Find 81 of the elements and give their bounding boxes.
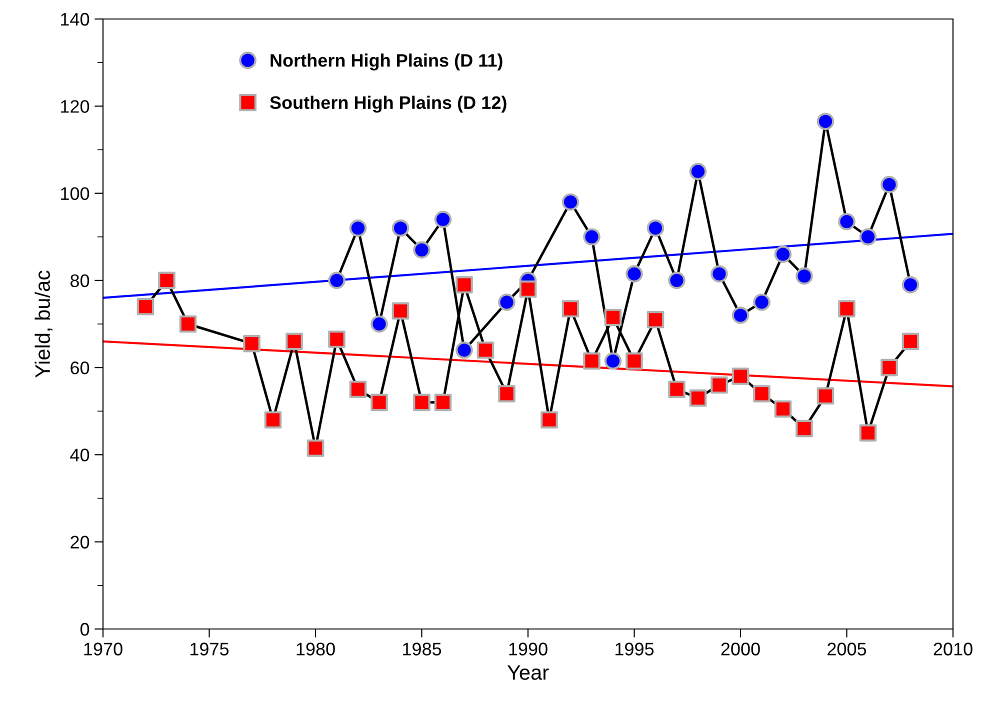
point <box>710 265 728 283</box>
legend-label: Southern High Plains (D 12) <box>270 96 506 113</box>
x-tick-label: 2000 <box>721 642 760 656</box>
point <box>349 219 367 237</box>
point <box>689 389 707 407</box>
point <box>179 315 197 333</box>
legend-label: Northern High Plains (D 11) <box>270 54 502 70</box>
point <box>392 219 410 237</box>
point <box>434 210 452 228</box>
point <box>476 341 494 359</box>
point <box>243 334 260 352</box>
x-tick-label: 1980 <box>296 642 335 656</box>
point <box>689 162 707 180</box>
y-axis-title: Yield, bu/ac <box>34 270 52 378</box>
point <box>264 411 282 429</box>
point <box>158 272 176 290</box>
point <box>838 300 856 318</box>
point <box>328 330 346 348</box>
point <box>816 387 834 405</box>
x-axis-title: Year <box>507 665 549 680</box>
x-tick-label: 1970 <box>84 642 122 656</box>
x-tick-label: 1975 <box>190 642 229 656</box>
x-tick-label: 1995 <box>616 642 654 656</box>
y-tick-label: 100 <box>61 187 90 200</box>
point <box>498 294 516 311</box>
point <box>774 400 792 418</box>
point <box>816 112 834 130</box>
point <box>562 193 580 211</box>
point <box>626 352 643 370</box>
y-tick-label: 20 <box>70 536 90 549</box>
x-tick-label: 2010 <box>934 642 972 656</box>
y-tick-label: 120 <box>61 100 90 113</box>
point <box>456 341 473 359</box>
point <box>902 332 920 350</box>
point <box>519 280 537 298</box>
point <box>286 332 303 350</box>
point <box>668 272 686 290</box>
y-tick-label: 0 <box>80 622 90 636</box>
point <box>136 298 154 316</box>
point <box>646 219 664 237</box>
x-tick-label: 1985 <box>403 642 442 656</box>
point <box>456 276 473 294</box>
point <box>583 228 600 246</box>
y-tick-label: 40 <box>70 448 90 462</box>
point <box>583 352 600 370</box>
point <box>668 380 686 398</box>
point <box>540 411 558 429</box>
x-tick-label: 1990 <box>509 642 548 656</box>
point <box>753 294 770 311</box>
point <box>880 176 898 194</box>
x-tick-label: 2005 <box>828 642 866 656</box>
y-tick-label: 80 <box>70 274 90 288</box>
point <box>838 212 856 230</box>
point <box>349 380 367 398</box>
point <box>732 306 750 324</box>
point <box>732 368 750 385</box>
point <box>413 394 430 412</box>
point <box>646 310 664 328</box>
point <box>392 302 410 320</box>
point <box>370 315 388 333</box>
point <box>626 265 643 283</box>
point <box>774 246 792 263</box>
point <box>796 267 813 285</box>
point <box>796 420 813 438</box>
y-tick-label: 140 <box>61 12 90 26</box>
point <box>328 272 346 290</box>
point <box>880 358 898 376</box>
y-tick-label: 60 <box>70 362 90 374</box>
point <box>753 385 770 402</box>
point <box>413 241 430 259</box>
point <box>859 424 877 442</box>
point <box>604 308 622 326</box>
point <box>859 228 877 246</box>
point <box>710 376 728 394</box>
point <box>498 385 516 402</box>
point <box>562 300 580 318</box>
point <box>306 440 324 457</box>
point <box>902 276 920 294</box>
point <box>370 394 388 412</box>
point <box>604 352 622 370</box>
point <box>434 394 452 412</box>
